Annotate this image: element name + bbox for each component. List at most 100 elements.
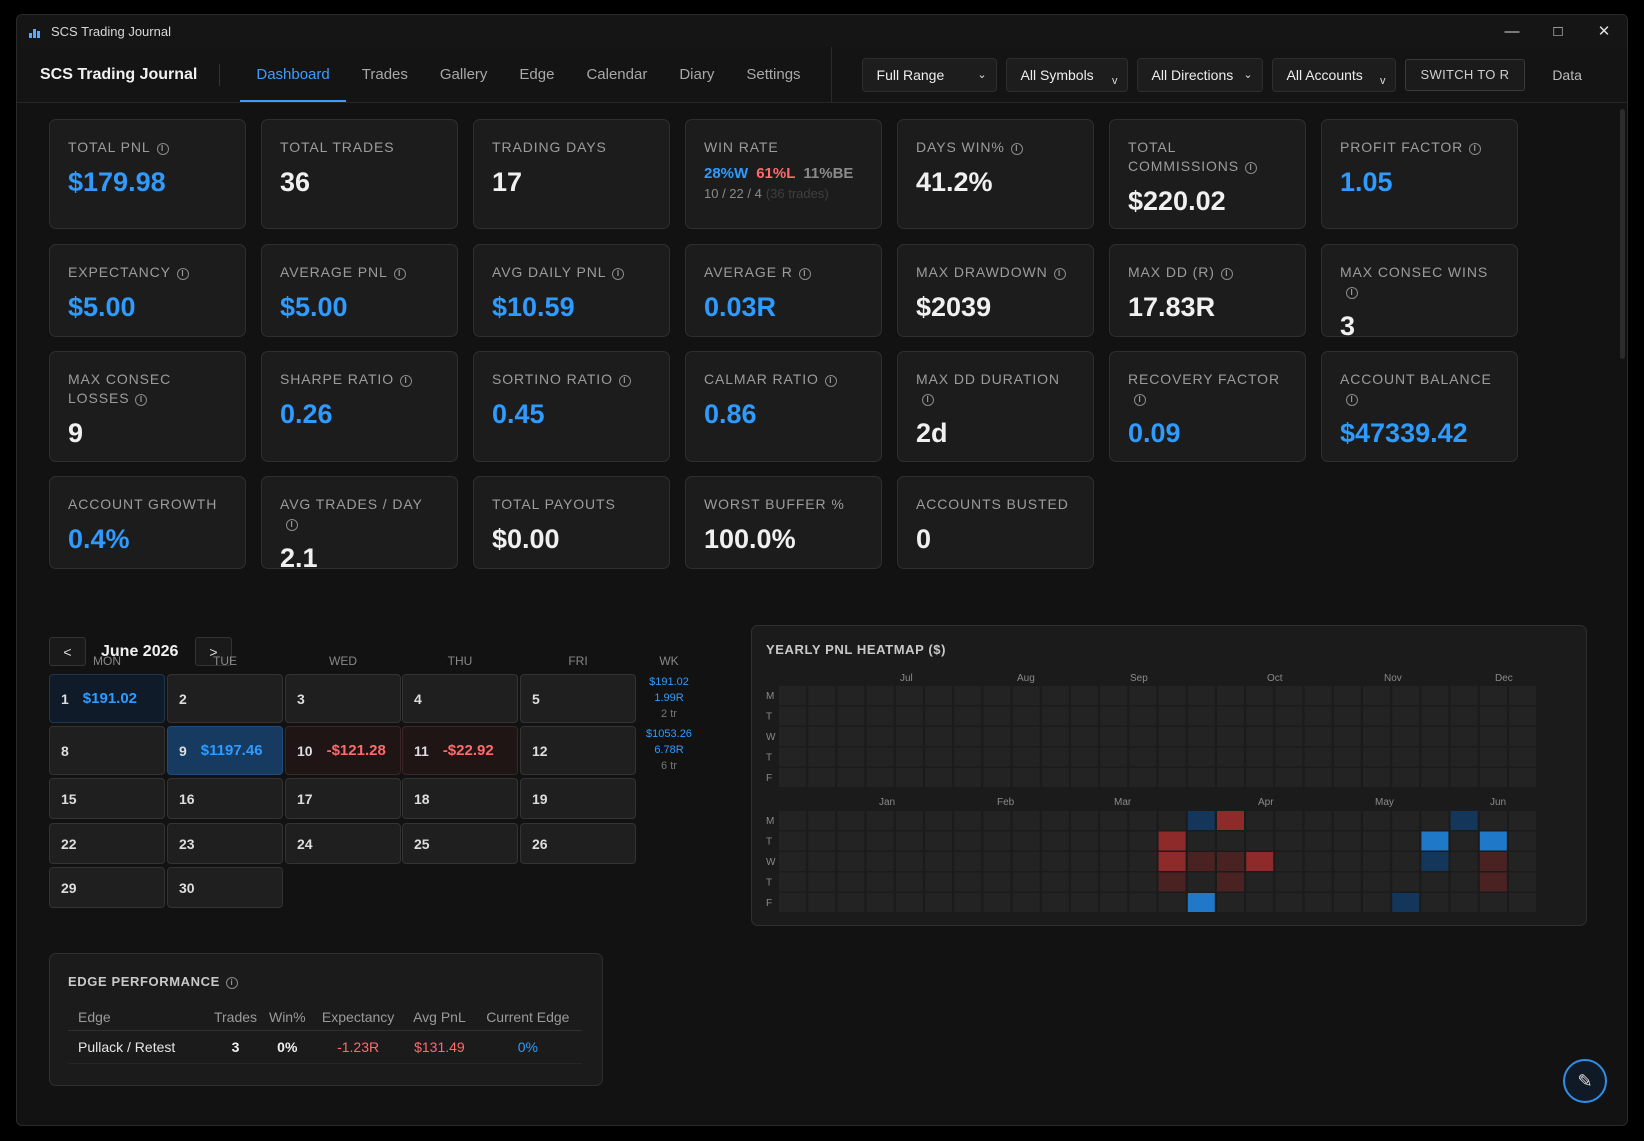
calendar-day[interactable]: 24 bbox=[285, 823, 401, 864]
heatmap-cell[interactable] bbox=[1187, 811, 1215, 830]
calendar-day[interactable]: 19 bbox=[520, 778, 636, 819]
calendar-day[interactable]: 15 bbox=[49, 778, 165, 819]
heatmap-cell[interactable] bbox=[1304, 893, 1332, 912]
heatmap-cell[interactable] bbox=[1217, 872, 1244, 892]
heatmap-cell[interactable] bbox=[1012, 852, 1040, 871]
heatmap-cell[interactable] bbox=[1071, 893, 1098, 912]
heatmap-cell[interactable] bbox=[779, 893, 806, 912]
heatmap-cell[interactable] bbox=[1100, 831, 1128, 851]
heatmap-cell[interactable] bbox=[1275, 727, 1303, 746]
heatmap-cell[interactable] bbox=[1217, 727, 1244, 746]
info-icon[interactable]: i bbox=[393, 268, 406, 280]
heatmap-cell[interactable] bbox=[808, 831, 836, 851]
heatmap-cell[interactable] bbox=[808, 747, 836, 767]
heatmap-cell[interactable] bbox=[1158, 831, 1186, 851]
heatmap-cell[interactable] bbox=[1363, 727, 1390, 746]
heatmap-cell[interactable] bbox=[954, 831, 982, 851]
heatmap-cell[interactable] bbox=[837, 768, 865, 787]
heatmap-cell[interactable] bbox=[1333, 727, 1361, 746]
heatmap-cell[interactable] bbox=[1450, 811, 1478, 830]
heatmap-cell[interactable] bbox=[1304, 686, 1332, 705]
heatmap-cell[interactable] bbox=[1392, 686, 1420, 705]
tab-diary[interactable]: Diary bbox=[679, 66, 715, 83]
heatmap-cell[interactable] bbox=[808, 727, 836, 746]
heatmap-cell[interactable] bbox=[1392, 811, 1420, 830]
heatmap-cell[interactable] bbox=[983, 831, 1011, 851]
heatmap-cell[interactable] bbox=[1333, 686, 1361, 705]
heatmap-cell[interactable] bbox=[866, 872, 894, 892]
heatmap-cell[interactable] bbox=[1304, 768, 1332, 787]
heatmap-cell[interactable] bbox=[1187, 872, 1215, 892]
heatmap-cell[interactable] bbox=[983, 747, 1011, 767]
heatmap-cell[interactable] bbox=[1187, 893, 1215, 912]
heatmap-cell[interactable] bbox=[1275, 852, 1303, 871]
calendar-day[interactable]: 9 $1197.46 bbox=[167, 726, 283, 775]
heatmap-cell[interactable] bbox=[1509, 727, 1536, 746]
heatmap-cell[interactable] bbox=[1421, 872, 1449, 892]
calendar-day[interactable]: 8 bbox=[49, 726, 165, 775]
heatmap-cell[interactable] bbox=[779, 872, 806, 892]
info-icon[interactable]: i bbox=[1010, 143, 1023, 155]
heatmap-cell[interactable] bbox=[1187, 727, 1215, 746]
heatmap-cell[interactable] bbox=[1421, 811, 1449, 830]
heatmap-cell[interactable] bbox=[895, 747, 923, 767]
heatmap-cell[interactable] bbox=[954, 768, 982, 787]
heatmap-cell[interactable] bbox=[895, 768, 923, 787]
heatmap-cell[interactable] bbox=[1041, 831, 1069, 851]
heatmap-cell[interactable] bbox=[808, 852, 836, 871]
heatmap-cell[interactable] bbox=[1012, 747, 1040, 767]
heatmap-cell[interactable] bbox=[895, 852, 923, 871]
heatmap-cell[interactable] bbox=[895, 893, 923, 912]
heatmap-cell[interactable] bbox=[925, 831, 952, 851]
heatmap-cell[interactable] bbox=[954, 686, 982, 705]
heatmap-cell[interactable] bbox=[1129, 893, 1157, 912]
heatmap-cell[interactable] bbox=[895, 811, 923, 830]
heatmap-cell[interactable] bbox=[983, 768, 1011, 787]
heatmap-cell[interactable] bbox=[1071, 768, 1098, 787]
heatmap-cell[interactable] bbox=[1509, 811, 1536, 830]
heatmap-cell[interactable] bbox=[1246, 686, 1274, 705]
heatmap-cell[interactable] bbox=[779, 852, 806, 871]
calendar-day[interactable]: 4 bbox=[402, 674, 518, 723]
heatmap-cell[interactable] bbox=[954, 747, 982, 767]
tab-trades[interactable]: Trades bbox=[361, 66, 408, 83]
heatmap-cell[interactable] bbox=[895, 727, 923, 746]
heatmap-cell[interactable] bbox=[837, 686, 865, 705]
tab-gallery[interactable]: Gallery bbox=[439, 66, 488, 83]
minimize-icon[interactable]: — bbox=[1504, 22, 1520, 40]
calendar-day[interactable]: 3 bbox=[285, 674, 401, 723]
heatmap-cell[interactable] bbox=[1187, 706, 1215, 726]
heatmap-cell[interactable] bbox=[925, 872, 952, 892]
info-icon[interactable]: i bbox=[225, 977, 238, 989]
heatmap-cell[interactable] bbox=[1509, 706, 1536, 726]
heatmap-cell[interactable] bbox=[1479, 872, 1507, 892]
heatmap-cell[interactable] bbox=[1450, 872, 1478, 892]
heatmap-cell[interactable] bbox=[895, 831, 923, 851]
heatmap-cell[interactable] bbox=[1304, 706, 1332, 726]
heatmap-cell[interactable] bbox=[1100, 768, 1128, 787]
calendar-day[interactable]: 18 bbox=[402, 778, 518, 819]
heatmap-cell[interactable] bbox=[895, 706, 923, 726]
heatmap-cell[interactable] bbox=[1100, 686, 1128, 705]
heatmap-cell[interactable] bbox=[1363, 831, 1390, 851]
heatmap-cell[interactable] bbox=[1129, 686, 1157, 705]
heatmap-cell[interactable] bbox=[1304, 747, 1332, 767]
heatmap-cell[interactable] bbox=[1158, 727, 1186, 746]
heatmap-cell[interactable] bbox=[1246, 727, 1274, 746]
heatmap-cell[interactable] bbox=[1509, 686, 1536, 705]
info-icon[interactable]: i bbox=[1053, 268, 1066, 280]
heatmap-cell[interactable] bbox=[925, 852, 952, 871]
heatmap-cell[interactable] bbox=[1392, 852, 1420, 871]
heatmap-cell[interactable] bbox=[1450, 893, 1478, 912]
heatmap-cell[interactable] bbox=[1246, 811, 1274, 830]
heatmap-cell[interactable] bbox=[779, 727, 806, 746]
heatmap-cell[interactable] bbox=[1217, 706, 1244, 726]
calendar-day[interactable]: 22 bbox=[49, 823, 165, 864]
heatmap-cell[interactable] bbox=[1421, 686, 1449, 705]
heatmap-cell[interactable] bbox=[1363, 768, 1390, 787]
calendar-day[interactable]: 5 bbox=[520, 674, 636, 723]
heatmap-cell[interactable] bbox=[1187, 686, 1215, 705]
heatmap-cell[interactable] bbox=[1450, 706, 1478, 726]
heatmap-cell[interactable] bbox=[1100, 852, 1128, 871]
heatmap-cell[interactable] bbox=[1012, 706, 1040, 726]
